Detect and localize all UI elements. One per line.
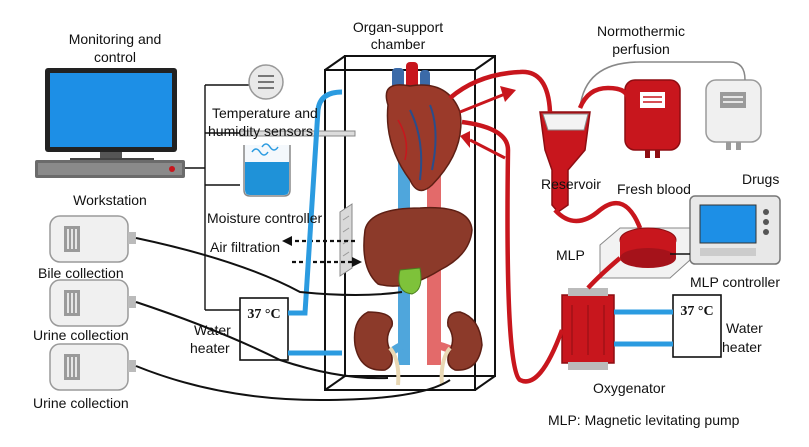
humidifier-beaker-icon	[243, 143, 291, 197]
monitoring-label-line1: Monitoring and	[69, 31, 162, 47]
workstation-label: Workstation	[73, 192, 147, 208]
heater-left-label-line1: Water	[194, 322, 231, 338]
water-loop-right	[614, 309, 673, 347]
urine-collection-label-1: Urine collection	[33, 327, 129, 343]
air-arrow-right-head	[352, 257, 362, 267]
oxygenator-label: Oxygenator	[593, 380, 666, 396]
mlp-controller-label: MLP controller	[690, 274, 780, 290]
urine-collection-bag-1-icon	[49, 279, 136, 327]
air-arrow-left-head	[282, 236, 292, 246]
temperature-sensor-icon	[248, 64, 284, 100]
chamber-label-line2: chamber	[371, 36, 426, 52]
drugs-bag-icon	[705, 79, 762, 150]
mlp-label: MLP	[556, 247, 585, 263]
heater-right-temp: 37 °C	[680, 304, 713, 319]
drug-line	[579, 61, 746, 109]
drainage-tubes	[135, 237, 451, 402]
temp-sensors-label-line2: humidity sensors	[208, 123, 313, 139]
water-heater-left-box	[239, 297, 289, 361]
blood-tubing	[448, 69, 643, 384]
air-filtration-arrows	[292, 239, 355, 264]
workstation-computer-icon	[35, 68, 185, 178]
liver-organ-icon	[363, 206, 473, 295]
urine-collection-label-2: Urine collection	[33, 395, 129, 411]
bile-collection-bag-icon	[49, 215, 136, 263]
heater-right-label-line1: Water	[726, 320, 763, 336]
normothermic-label-line2: perfusion	[612, 41, 670, 57]
kidney-right-organ-icon	[439, 311, 483, 386]
heater-right-label-line2: heater	[722, 339, 762, 355]
footnote-label: MLP: Magnetic levitating pump	[548, 412, 740, 428]
urine-collection-bag-2-icon	[49, 343, 136, 391]
oxygenator-icon	[561, 288, 615, 370]
reservoir-label: Reservoir	[541, 176, 601, 192]
heater-left-label-line2: heater	[190, 340, 230, 356]
reservoir-icon	[539, 111, 591, 214]
control-wiring	[185, 84, 255, 311]
heart-organ-icon	[385, 62, 462, 192]
mlp-controller-icon	[689, 195, 781, 265]
moisture-controller-label: Moisture controller	[207, 210, 322, 226]
water-heater-right-box	[672, 294, 722, 358]
temp-sensors-label-line1: Temperature and	[212, 105, 318, 121]
air-filtration-label: Air filtration	[210, 239, 280, 255]
sensor-probe	[239, 130, 356, 137]
fresh-blood-bag-icon	[624, 79, 681, 158]
heater-left-temp: 37 °C	[247, 307, 280, 322]
normothermic-label-line1: Normothermic	[597, 23, 685, 39]
mlp-pump-icon	[599, 227, 691, 279]
monitoring-label-line2: control	[94, 49, 136, 65]
bile-collection-label: Bile collection	[38, 265, 124, 281]
drugs-label: Drugs	[742, 171, 779, 187]
water-loop-left	[288, 89, 343, 356]
fresh-blood-label: Fresh blood	[617, 181, 691, 197]
blood-flow-arrows	[459, 86, 516, 160]
kidney-left-organ-icon	[353, 311, 401, 386]
chamber-label-line1: Organ-support	[353, 19, 443, 35]
